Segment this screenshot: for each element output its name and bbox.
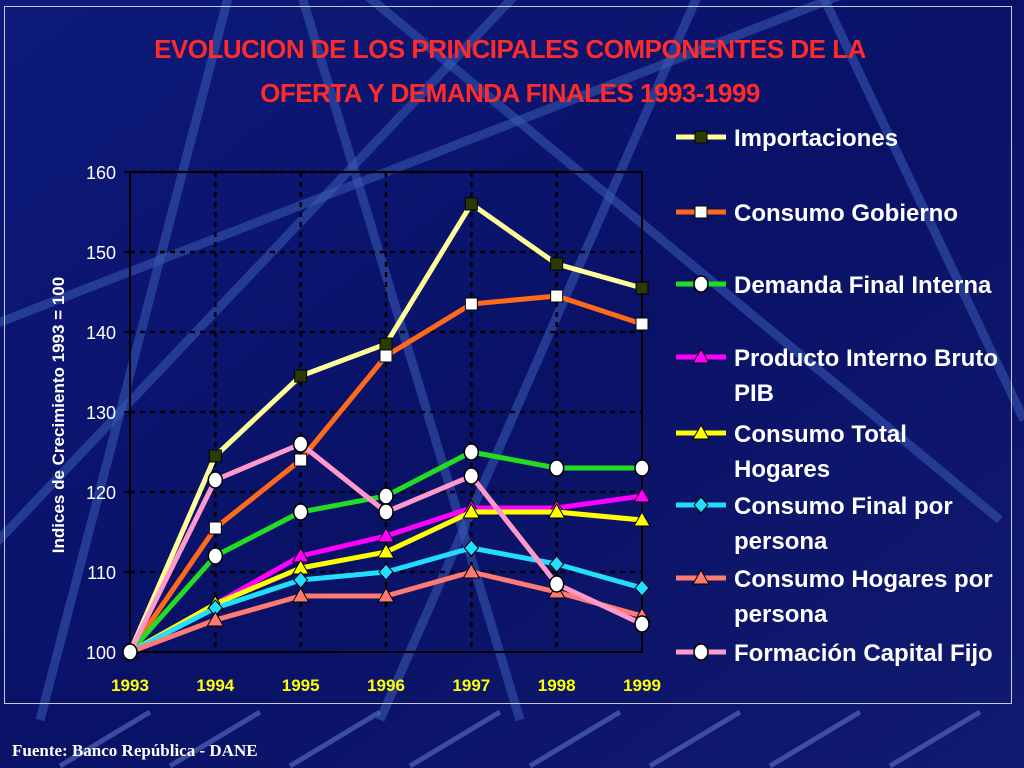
data-point [463,443,480,461]
data-point [462,502,481,519]
legend-swatch-marker [694,205,708,219]
legend-entry: Consumo Total Hogares [676,421,907,483]
data-point [464,197,478,211]
data-point [206,610,225,627]
data-point [635,281,649,295]
data-point [634,579,650,597]
data-point [633,486,651,503]
legend-label: Formación Capital Fijo [734,640,993,667]
legend-label: Importaciones [734,125,898,152]
data-point [294,453,308,467]
x-tick-label: 1996 [367,676,405,695]
data-point [122,643,138,661]
source-note: Fuente: Banco República - DANE [12,741,258,760]
legend-swatch-marker [693,496,709,514]
data-point [207,547,224,565]
data-point [378,487,394,505]
legend-entry: Demanda Final Interna [676,272,992,299]
data-point [634,615,650,633]
legend-label: Consumo Gobierno [734,200,958,227]
legend-swatch-marker [692,568,710,585]
legend-label: Consumo Total [734,421,907,448]
data-point [292,503,309,521]
data-point [463,467,480,485]
y-tick-label: 110 [87,563,116,583]
y-tick-label: 100 [86,643,116,663]
legend-label: persona [734,601,828,628]
y-axis-label: Indices de Crecimiento 1993 = 100 [49,277,68,553]
data-point [548,459,565,477]
x-tick-label: 1993 [111,676,149,695]
legend-entry: Consumo Hogares por persona [676,566,993,628]
data-point [549,555,565,573]
data-point [463,539,479,557]
legend-entry: Importaciones [676,125,898,152]
legend-label: PIB [734,380,774,407]
y-tick-label: 120 [86,483,116,503]
data-point [548,575,565,593]
data-point [291,586,310,603]
legend-swatch-marker [692,423,710,440]
data-point [208,449,222,463]
x-tick-label: 1999 [623,676,661,695]
data-point [550,289,564,303]
legend-entry: Formación Capital Fijo [676,640,993,667]
y-tick-label: 140 [86,323,116,343]
chart-frame [4,6,1012,704]
legend-entry: Producto Interno Bruto PIB [676,345,998,407]
y-tick-label: 160 [86,163,116,183]
data-point [377,586,395,603]
series-group [123,289,649,659]
chart-title-line-2: OFERTA Y DEMANDA FINALES 1993-1999 [260,78,760,108]
data-point [208,521,222,535]
legend-label: Consumo Final por [734,493,953,520]
data-point [634,459,650,477]
legend-swatch-marker [692,347,710,364]
legend-entry: Consumo Final por persona [676,493,953,555]
y-tick-label: 150 [86,243,116,263]
legend-label: persona [734,528,828,555]
data-point [462,562,481,579]
data-point [379,337,393,351]
data-point [377,542,395,559]
data-point [550,257,564,271]
legend-swatch-marker [693,643,709,661]
data-point [294,369,308,383]
x-tick-label: 1994 [196,676,234,695]
data-point [464,297,478,311]
data-point [377,526,395,543]
chart-title-line-1: EVOLUCION DE LOS PRINCIPALES COMPONENTES… [154,34,866,64]
data-point [633,510,651,527]
legend-label: Producto Interno Bruto [734,345,998,372]
y-tick-label: 130 [86,403,116,423]
data-point [547,502,566,519]
data-point [292,435,309,453]
x-tick-label: 1997 [452,676,490,695]
data-point [378,503,394,521]
data-point [207,471,224,489]
data-point [635,317,649,331]
x-tick-label: 1998 [538,676,576,695]
x-tick-label: 1995 [282,676,320,695]
legend-swatch-marker [693,275,709,293]
data-point [378,563,394,581]
legend-swatch-marker [694,130,708,144]
legend-label: Hogares [734,456,830,483]
data-point [379,349,393,363]
series-group [122,435,650,661]
legend-entry: Consumo Gobierno [676,200,958,227]
legend-label: Consumo Hogares por [734,566,993,593]
legend-label: Demanda Final Interna [734,272,992,299]
